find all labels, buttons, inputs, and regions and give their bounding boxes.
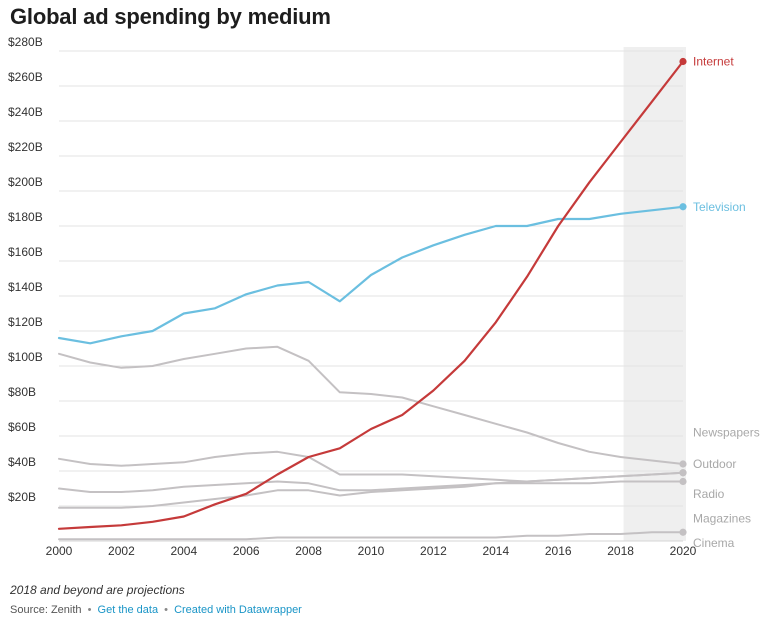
x-tick-label: 2016 [545, 544, 572, 558]
y-tick-label: $180B [8, 210, 43, 224]
series-line-internet [57, 60, 685, 530]
series-label-internet: Internet [693, 55, 734, 69]
x-tick-label: 2002 [108, 544, 135, 558]
separator-2: • [164, 604, 168, 616]
series-line-cinema [58, 531, 684, 541]
series-label-newspapers: Newspapers [693, 426, 760, 440]
series-line-magazines [58, 471, 684, 509]
x-tick-label: 2010 [358, 544, 385, 558]
chart-title: Global ad spending by medium [10, 4, 331, 29]
y-tick-label: $280B [8, 35, 43, 49]
series-layer [57, 57, 687, 541]
y-tick-label: $160B [8, 245, 43, 259]
source-line: Source: Zenith • Get the data • Created … [10, 604, 302, 616]
x-tick-label: 2020 [670, 544, 697, 558]
series-end-dot-television [679, 203, 687, 211]
y-tick-label: $120B [8, 315, 43, 329]
series-end-dot-internet [679, 57, 687, 66]
y-tick-label: $200B [8, 175, 43, 189]
y-tick-label: $80B [8, 385, 36, 399]
series-label-magazines: Magazines [693, 511, 751, 525]
y-tick-label: $40B [8, 455, 36, 469]
y-tick-label: $240B [8, 105, 43, 119]
separator-1: • [87, 604, 92, 616]
y-tick-label: $260B [8, 70, 43, 84]
line-chart: $20B $40B $60B $80B $100B $120B $140B $160B $180… [8, 35, 760, 558]
grid-layer: $20B $40B $60B $80B $100B $120B $140B $160B $180… [8, 35, 697, 558]
x-tick-label: 2006 [233, 544, 260, 558]
projection-note: 2018 and beyond are projections [10, 583, 185, 597]
y-tick-label: $140B [8, 280, 43, 294]
x-tick-label: 2008 [295, 544, 322, 558]
x-tick-label: 2014 [482, 544, 509, 558]
x-tick-label: 2012 [420, 544, 447, 558]
series-line-television [57, 205, 685, 345]
label-layer: Newspapers Outdoor Radio Magazines Cinema Tel… [693, 55, 760, 550]
get-data-link[interactable]: Get the data [97, 604, 159, 616]
series-end-dot-cinema [679, 528, 687, 536]
x-tick-label: 2000 [46, 544, 73, 558]
series-label-television: Television [693, 200, 746, 214]
y-tick-label: $60B [8, 420, 36, 434]
series-label-radio: Radio [693, 487, 725, 501]
series-line-radio [58, 480, 684, 493]
series-label-cinema: Cinema [693, 536, 735, 550]
source-text: Source: Zenith [10, 604, 82, 616]
series-end-dot-radio [679, 477, 687, 486]
y-tick-label: $20B [8, 490, 36, 504]
x-tick-label: 2018 [607, 544, 634, 558]
series-label-outdoor: Outdoor [693, 457, 736, 471]
x-tick-label: 2004 [170, 544, 197, 558]
y-tick-label: $220B [8, 140, 43, 154]
series-end-dot-newspapers [679, 460, 687, 468]
series-line-newspapers [58, 345, 684, 465]
y-tick-label: $100B [8, 350, 43, 364]
series-end-dot-magazines [679, 469, 687, 477]
datawrapper-link[interactable]: Created with Datawrapper [174, 604, 302, 616]
